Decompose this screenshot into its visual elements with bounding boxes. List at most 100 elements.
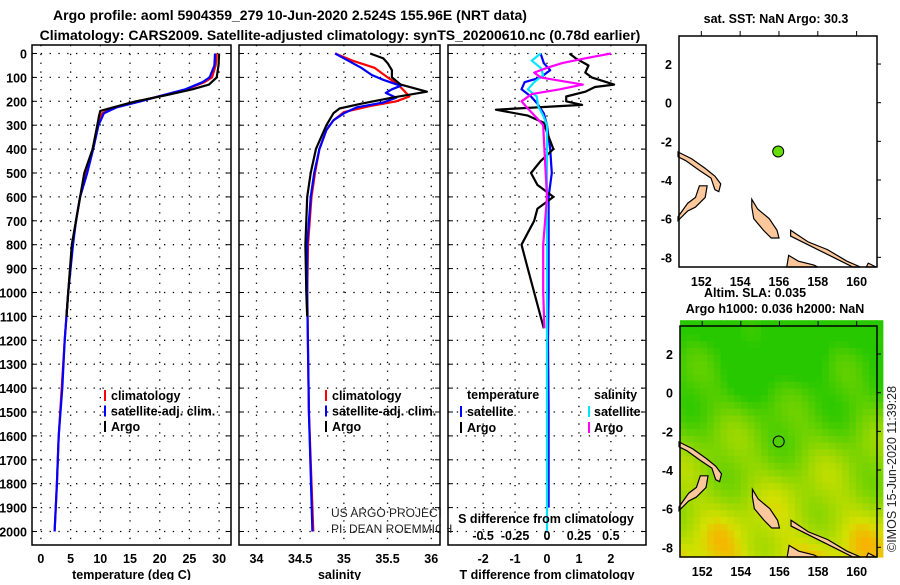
heatmap-cell: [754, 489, 762, 497]
heatmap-cell: [862, 326, 870, 335]
heatmap-cell: [680, 367, 688, 375]
heatmap-cell: [754, 340, 762, 348]
heatmap-cell: [869, 354, 877, 362]
heatmap-cell: [747, 394, 755, 402]
heatmap-cell: [774, 435, 782, 443]
lon-tick-label: 156: [769, 275, 790, 289]
heatmap-cell: [808, 523, 816, 531]
heatmap-cell: [876, 394, 884, 402]
heatmap-cell: [761, 394, 769, 402]
heatmap-cell: [734, 340, 742, 348]
heatmap-cell: [754, 394, 762, 402]
heatmap-cell: [720, 340, 728, 348]
heatmap-cell: [788, 360, 796, 369]
heatmap-cell: [842, 496, 850, 504]
heatmap-cell: [821, 435, 830, 443]
s-diff-tick-label: 0: [544, 529, 551, 543]
title-line-2: Climatology: CARS2009. Satellite-adjuste…: [40, 27, 641, 43]
heatmap-cell: [828, 536, 837, 545]
heatmap-cell: [794, 435, 803, 443]
heatmap-cell: [828, 360, 837, 369]
lon-tick-label: 152: [691, 275, 712, 289]
heatmap-cell: [862, 496, 870, 504]
heatmap-cell: [707, 543, 715, 551]
heatmap-cell: [842, 509, 850, 518]
heatmap-cell: [686, 381, 695, 389]
x-tick-label: 20: [153, 552, 167, 566]
heatmap-cell: [686, 482, 695, 490]
heatmap-cell: [815, 462, 823, 470]
x-tick-label: 5: [67, 552, 74, 566]
heatmap-cell: [747, 509, 755, 518]
heatmap-cell: [707, 401, 715, 409]
lon-tick-label: 158: [807, 275, 828, 289]
heatmap-cell: [727, 543, 735, 551]
heatmap-cell: [720, 502, 728, 511]
heatmap-cell: [754, 448, 762, 457]
heatmap-cell: [700, 435, 708, 443]
heatmap-cell: [727, 421, 735, 430]
heatmap-cell: [727, 333, 735, 342]
heatmap-cell: [707, 326, 715, 335]
heatmap-cell: [747, 374, 755, 382]
heatmap-cell: [727, 367, 735, 375]
heatmap-cell: [747, 543, 755, 551]
heatmap-cell: [727, 529, 735, 538]
heatmap-cell: [734, 333, 742, 342]
heatmap-cell: [720, 394, 728, 402]
heatmap-cell: [862, 428, 870, 436]
heatmap-cell: [848, 401, 857, 409]
heatmap-cell: [767, 462, 776, 470]
heatmap-cell: [842, 482, 850, 490]
heatmap-cell: [740, 441, 749, 450]
heatmap-cell: [828, 441, 837, 450]
heatmap-cell: [835, 374, 843, 382]
heatmap-cell: [761, 475, 769, 484]
heatmap-cell: [781, 414, 789, 423]
heatmap-cell: [754, 421, 762, 430]
heatmap-cell: [740, 475, 749, 484]
lon-tick-label: 160: [846, 275, 867, 289]
heatmap-cell: [693, 401, 701, 409]
heatmap-cell: [848, 347, 857, 355]
heatmap-cell: [720, 550, 728, 558]
heatmap-cell: [821, 523, 830, 531]
x-tick-label: 36: [424, 552, 438, 566]
heatmap-cell: [754, 550, 762, 558]
heatmap-cell: [686, 320, 695, 328]
heatmap-cell: [821, 516, 830, 524]
heatmap-cell: [862, 435, 870, 443]
heatmap-cell: [821, 469, 830, 477]
heatmap-cell: [734, 435, 742, 443]
heatmap-cell: [869, 347, 877, 355]
heatmap-cell: [754, 543, 762, 551]
map-frame: [679, 325, 878, 558]
heatmap-cell: [713, 509, 722, 518]
heatmap-cell: [876, 421, 884, 430]
heatmap-cell: [808, 408, 816, 416]
heatmap-cell: [869, 543, 877, 551]
heatmap-cell: [693, 408, 701, 416]
heatmap-cell: [747, 496, 755, 504]
heatmap-cell: [713, 381, 722, 389]
coastline: [751, 487, 781, 529]
map-sla-title: Altim. SLA: 0.035: [704, 286, 806, 300]
heatmap-cell: [781, 428, 789, 436]
heatmap-cell: [869, 455, 877, 463]
heatmap-cell: [808, 320, 816, 328]
heatmap-cell: [754, 529, 762, 538]
heatmap-cell: [761, 421, 769, 430]
heatmap-cell: [761, 340, 769, 348]
heatmap-cell: [727, 482, 735, 490]
heatmap-cell: [815, 340, 823, 348]
heatmap-cell: [788, 502, 796, 511]
heatmap-cell: [855, 387, 864, 396]
heatmap-cell: [808, 326, 816, 335]
heatmap-cell: [734, 374, 742, 382]
heatmap-cell: [720, 414, 728, 423]
legend-label: climatology: [111, 389, 181, 403]
heatmap-cell: [747, 469, 755, 477]
heatmap-cell: [842, 516, 850, 524]
heatmap-cell: [686, 374, 695, 382]
heatmap-cell: [781, 496, 789, 504]
